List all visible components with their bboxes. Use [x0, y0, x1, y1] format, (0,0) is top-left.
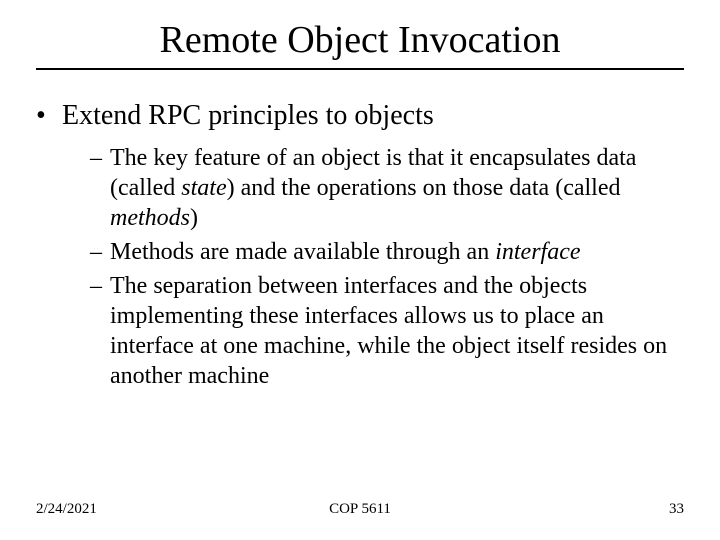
text-run: Methods are made available through an — [110, 239, 495, 265]
sub-bullet-item: The key feature of an object is that it … — [90, 143, 684, 233]
bullet-item: Extend RPC principles to objects The key… — [36, 98, 684, 391]
italic-text: state — [181, 175, 226, 201]
footer-page-number: 33 — [669, 501, 684, 518]
text-run: ) — [190, 205, 198, 231]
italic-text: methods — [110, 205, 190, 231]
slide-footer: 2/24/2021 COP 5611 33 — [36, 501, 684, 518]
bullet-text: Extend RPC principles to objects — [62, 100, 434, 131]
italic-text: interface — [495, 239, 580, 265]
sub-bullet-item: The separation between interfaces and th… — [90, 271, 684, 391]
text-run: The separation between interfaces and th… — [110, 273, 667, 389]
bullet-list-lvl2: The key feature of an object is that it … — [62, 143, 684, 391]
footer-course: COP 5611 — [329, 501, 391, 518]
sub-bullet-item: Methods are made available through an in… — [90, 237, 684, 267]
bullet-list-lvl1: Extend RPC principles to objects The key… — [36, 98, 684, 391]
title-rule — [36, 68, 684, 70]
footer-date: 2/24/2021 — [36, 501, 97, 518]
slide: Remote Object Invocation Extend RPC prin… — [0, 0, 720, 540]
slide-title: Remote Object Invocation — [76, 18, 644, 62]
text-run: ) and the operations on those data (call… — [227, 175, 621, 201]
